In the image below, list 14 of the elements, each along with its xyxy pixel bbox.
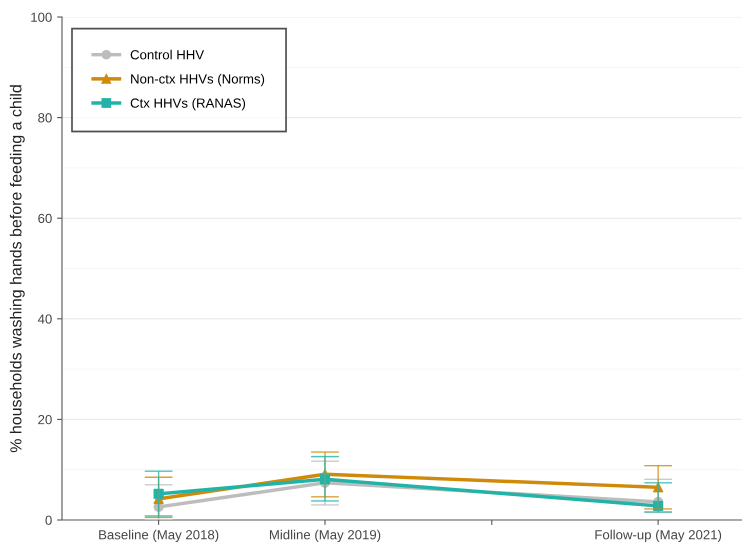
y-tick-label: 60	[38, 214, 52, 224]
x-tick-label: Midline (May 2019)	[270, 530, 380, 542]
y-tick-label: 40	[38, 314, 52, 324]
y-axis-title: % households washing hands before feeding a child	[10, 85, 25, 452]
x-tick-label: Follow-up (May 2021)	[595, 530, 722, 542]
y-tick-label: 100	[31, 12, 52, 22]
legend-label: Control HHV	[130, 50, 204, 60]
legend-label: Ctx HHVs (RANAS)	[130, 98, 246, 110]
legend-label: Non-ctx HHVs (Norms)	[131, 74, 264, 86]
x-tick-label: Baseline (May 2018)	[99, 530, 218, 542]
y-tick-label: 0	[45, 516, 52, 525]
point	[320, 474, 330, 484]
y-tick-label: 20	[38, 414, 52, 424]
y-tick-label: 80	[38, 113, 52, 123]
